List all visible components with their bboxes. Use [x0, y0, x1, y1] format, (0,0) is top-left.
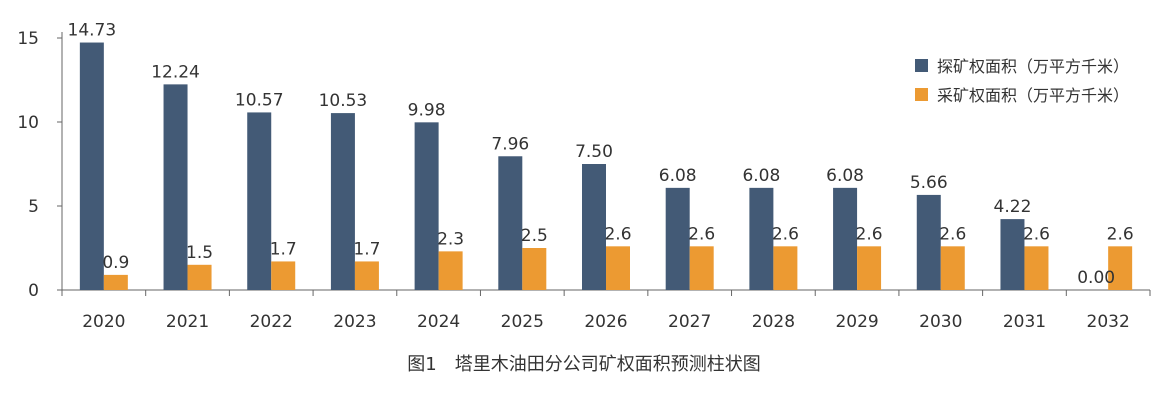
bar-exploration [749, 187, 774, 290]
x-tick-label: 2028 [752, 312, 795, 332]
figure-caption: 图1 塔里木油田分公司矿权面积预测柱状图 [407, 354, 760, 375]
data-label-exploration: 14.73 [68, 21, 117, 41]
x-tick-label: 2021 [166, 312, 209, 332]
data-label-exploration: 4.22 [994, 197, 1032, 217]
bar-exploration [79, 42, 104, 291]
legend-label: 探矿权面积（万平方千米） [937, 57, 1129, 76]
data-label-mining: 2.6 [856, 224, 883, 244]
bar-mining [1108, 246, 1133, 290]
data-label-mining: 2.6 [1023, 224, 1050, 244]
data-label-exploration: 6.08 [742, 166, 780, 186]
x-tick-label: 2023 [333, 312, 376, 332]
y-tick-label: 5 [28, 197, 39, 217]
bar-mining [103, 274, 128, 290]
x-axis: 2020 2021 2022 2023 2024 2025 2026 2027 2028 2029… [61, 289, 1151, 332]
bar-mining [522, 248, 547, 290]
bar-exploration [916, 194, 941, 290]
data-label-exploration: 10.57 [235, 90, 284, 110]
bar-exploration [330, 113, 355, 290]
bar-mining [271, 261, 296, 290]
bar-exploration [665, 187, 690, 290]
data-label-mining: 1.5 [186, 243, 213, 263]
data-label-exploration: 10.53 [319, 91, 368, 111]
y-axis: 0 5 10 15 [17, 29, 63, 301]
data-label-exploration: 7.96 [491, 134, 529, 154]
data-label-exploration: 7.50 [575, 142, 613, 162]
legend-label: 采矿权面积（万平方千米） [937, 86, 1129, 105]
bar-mining [354, 261, 379, 290]
bar-mining [857, 246, 882, 290]
y-tick-label: 15 [17, 29, 39, 49]
x-tick-label: 2026 [584, 312, 627, 332]
y-tick-label: 10 [17, 113, 39, 133]
data-label-exploration: 6.08 [659, 166, 697, 186]
x-tick-label: 2030 [919, 312, 962, 332]
y-tick-label: 0 [28, 281, 39, 301]
legend-swatch [915, 88, 928, 101]
x-tick-label: 2027 [668, 312, 711, 332]
data-label-mining: 2.6 [688, 224, 715, 244]
data-label-exploration: 12.24 [151, 62, 200, 82]
x-tick-label: 2029 [835, 312, 878, 332]
x-tick-label: 2022 [250, 312, 293, 332]
bar-mining [773, 246, 798, 290]
x-tick-label: 2031 [1003, 312, 1046, 332]
bar-mining [689, 246, 714, 290]
data-label-mining: 2.6 [939, 224, 966, 244]
data-label-mining: 0.9 [102, 253, 129, 273]
data-label-mining: 2.5 [521, 226, 548, 246]
bar-mining [187, 264, 212, 290]
legend: 探矿权面积（万平方千米） 采矿权面积（万平方千米） [915, 57, 1129, 105]
bar-mining [438, 251, 463, 290]
bar-exploration [498, 156, 523, 290]
data-label-mining: 2.3 [437, 229, 464, 249]
bar-exploration [414, 122, 439, 290]
x-tick-label: 2025 [501, 312, 544, 332]
data-label-mining: 2.6 [1107, 224, 1134, 244]
data-label-exploration: 5.66 [910, 173, 948, 193]
bar-exploration [833, 187, 858, 290]
legend-swatch [915, 59, 928, 72]
bars [79, 42, 1133, 291]
data-labels: 14.73 12.24 10.57 10.53 9.98 7.96 7.50 6.08 6.08… [68, 21, 1134, 288]
data-label-mining: 2.6 [772, 224, 799, 244]
data-label-mining: 1.7 [353, 239, 380, 259]
x-tick-label: 2024 [417, 312, 460, 332]
data-label-exploration: 9.98 [408, 100, 446, 120]
data-label-exploration: 6.08 [826, 166, 864, 186]
bar-exploration [163, 84, 188, 290]
data-label-mining: 2.6 [604, 224, 631, 244]
x-tick-label: 2032 [1087, 312, 1130, 332]
x-tick-label: 2020 [82, 312, 125, 332]
bar-mining [1024, 246, 1049, 290]
bar-exploration [247, 112, 272, 290]
data-label-exploration: 0.00 [1077, 268, 1115, 288]
data-label-mining: 1.7 [270, 239, 297, 259]
bar-mining [606, 246, 630, 290]
bar-exploration [582, 164, 606, 290]
bar-exploration [1000, 219, 1025, 290]
bar-mining [940, 246, 965, 290]
